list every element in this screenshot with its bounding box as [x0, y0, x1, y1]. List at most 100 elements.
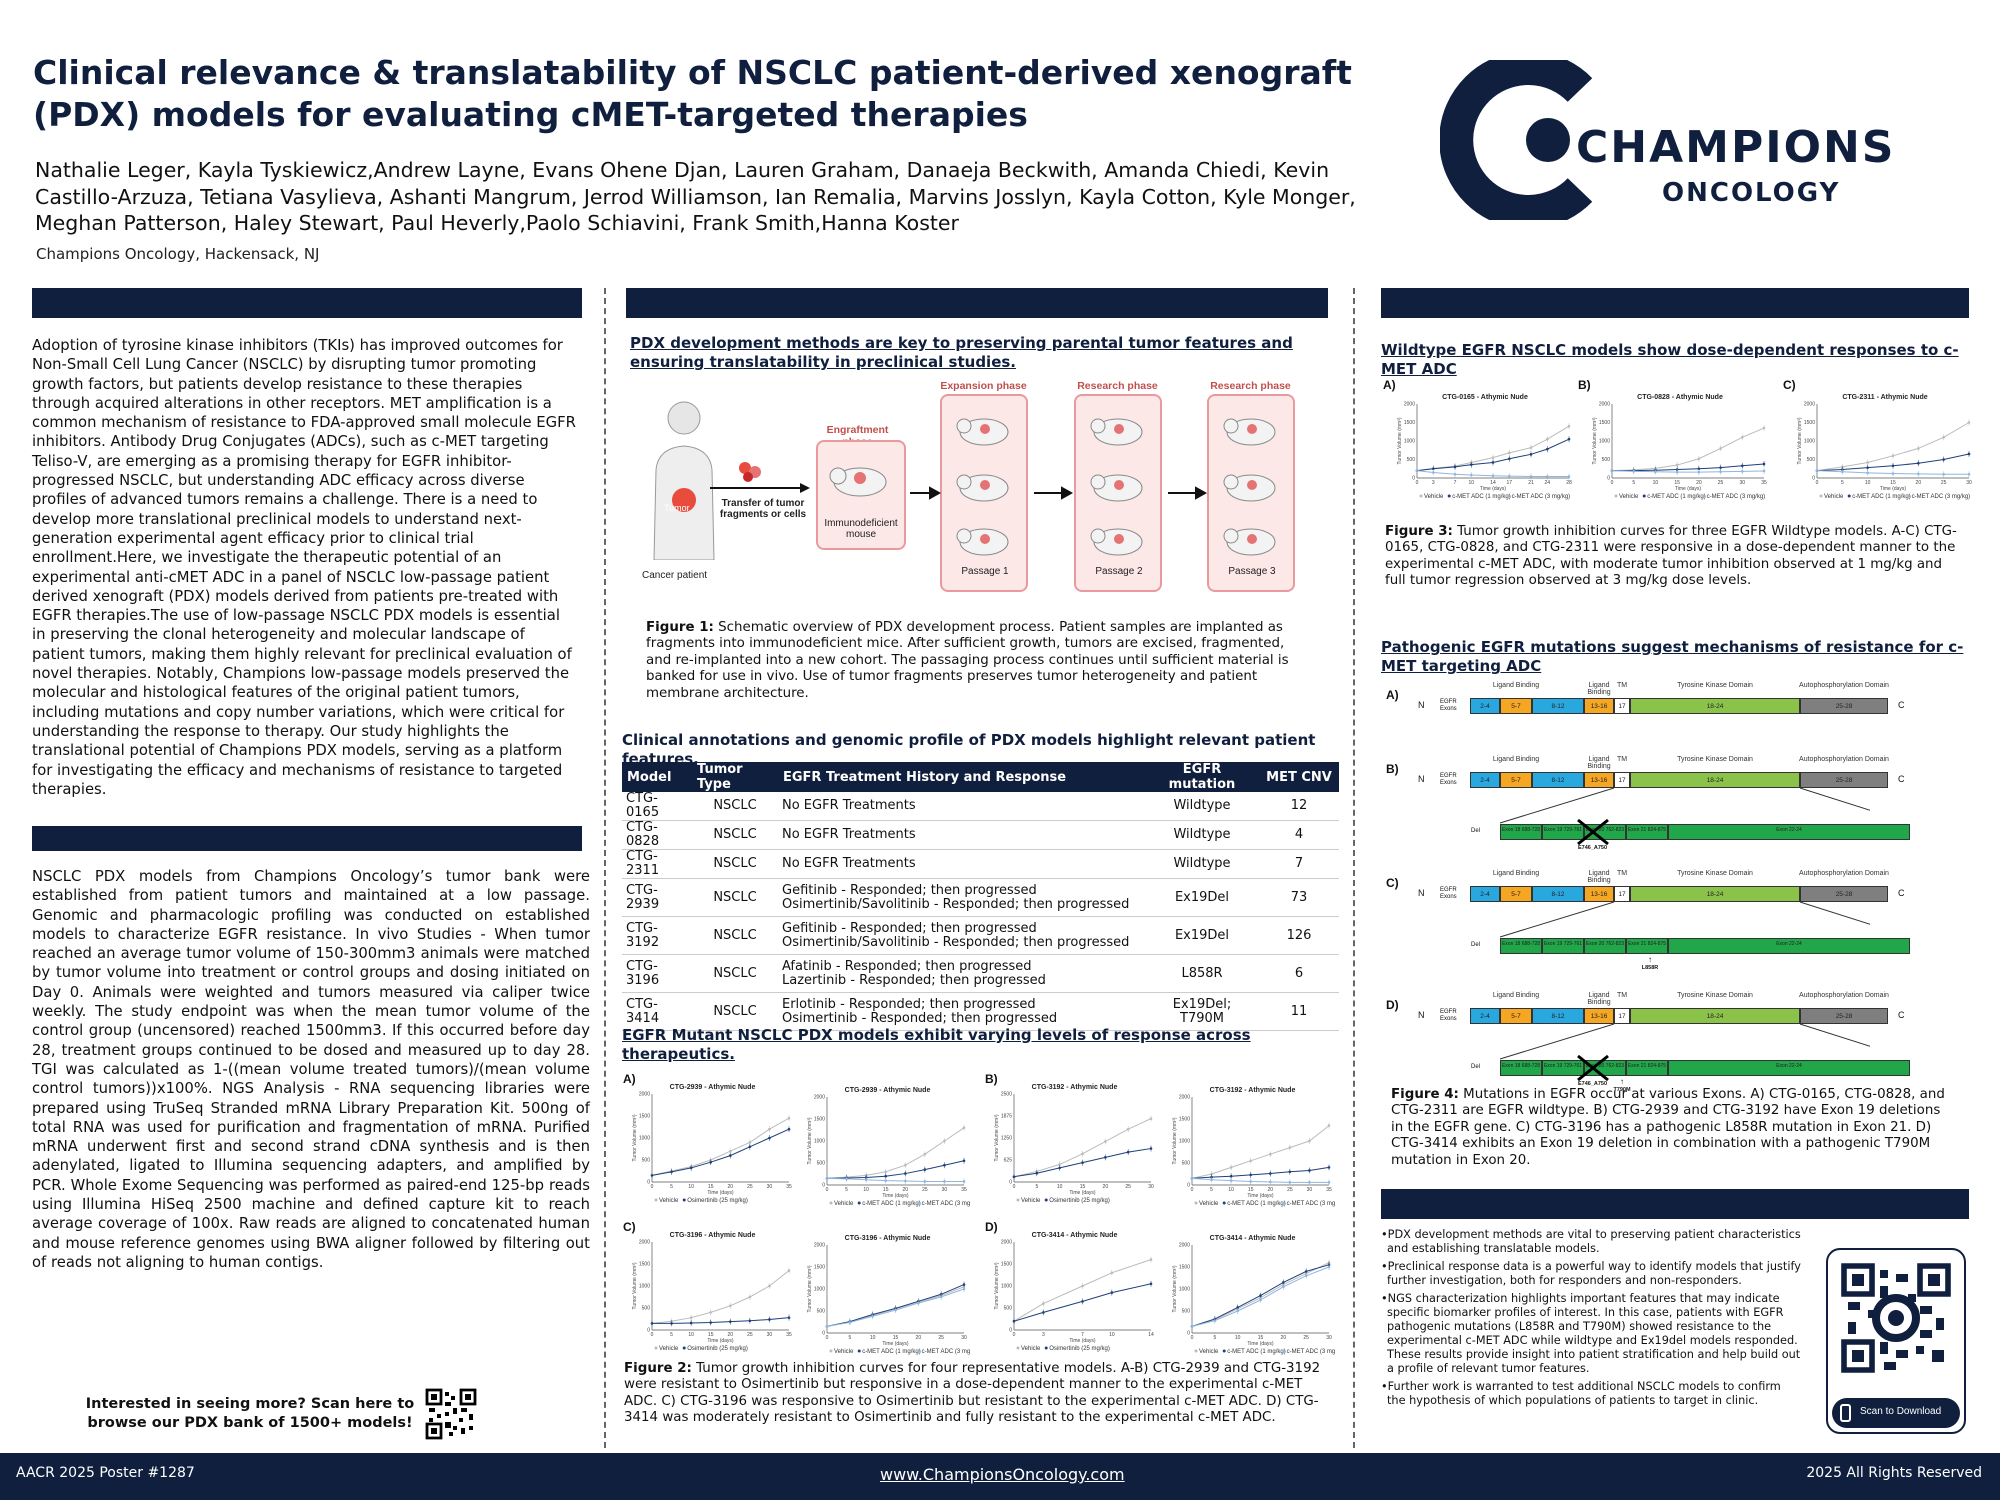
- data-point: [894, 1308, 897, 1312]
- c-terminus-label: C: [1898, 888, 1905, 898]
- scan-download-button[interactable]: Scan to Download: [1832, 1398, 1960, 1428]
- data-point: [871, 1314, 874, 1318]
- cell-model: CTG-2311: [622, 849, 692, 879]
- table-row: CTG-2311 NSCLC No EGFR Treatments Wildtype 7: [622, 849, 1339, 879]
- x-tick-label: 10: [863, 1187, 869, 1193]
- cell-met-cnv: 4: [1259, 820, 1339, 850]
- legend-marker: [1282, 1201, 1286, 1205]
- y-axis-label: Tumor Volume (mm³): [1797, 417, 1803, 464]
- panel-label: B): [1578, 378, 1591, 392]
- x-tick-label: 25: [1287, 1187, 1293, 1193]
- data-point: [1149, 1258, 1153, 1261]
- tumor-growth-chart: CTG-3192 - Athymic Nude 0 625 1250 1875 2500 0…: [992, 1080, 1157, 1204]
- legend-entry: Osimertinib (25 mg/kg): [687, 1346, 748, 1352]
- data-point: [689, 1321, 693, 1325]
- x-axis-label: Time (days): [1480, 486, 1507, 492]
- deletion-label: E746_A750: [1578, 845, 1608, 851]
- zoom-lines: [1499, 788, 1870, 824]
- y-tick-label: 500: [1602, 457, 1611, 463]
- panel-label: D): [1386, 998, 1399, 1012]
- fig3-caption-label: Figure 3:: [1385, 524, 1453, 539]
- series-line: [651, 1270, 790, 1324]
- fig2-caption: Figure 2: Tumor growth inhibition curves…: [624, 1361, 1329, 1427]
- legend-entry: c-MET ADC (3 mg/kg): [922, 1349, 970, 1355]
- y-axis-label: Tumor Volume (mm³): [1592, 417, 1598, 464]
- data-point: [1431, 467, 1435, 471]
- y-axis-label: Tumor Volume (mm³): [632, 1262, 638, 1309]
- data-point: [1149, 1117, 1153, 1120]
- qr-code-small[interactable]: [425, 1388, 477, 1440]
- y-axis-label: Tumor Volume (mm³): [994, 1114, 1000, 1161]
- cell-model: CTG-0828: [622, 820, 692, 850]
- footer-website-link[interactable]: www.ChampionsOncology.com: [880, 1465, 1125, 1484]
- y-tick-label: 1000: [639, 1136, 650, 1142]
- col-model: Model: [622, 762, 692, 792]
- right-header-bar: [1381, 288, 1969, 318]
- legend-entry: c-MET ADC (1 mg/kg): [1227, 1349, 1286, 1355]
- tumor-fragments-icon: [739, 462, 761, 482]
- zoom-exon-segment: Exon 19 729-761: [1542, 938, 1584, 954]
- x-tick-label: 20: [1103, 1184, 1109, 1190]
- x-tick-label: 10: [1653, 480, 1659, 486]
- exon-segment: 18-24: [1630, 886, 1800, 902]
- x-axis-label: Time (days): [707, 1190, 734, 1196]
- y-tick-label: 500: [1182, 1161, 1191, 1167]
- poster-title: Clinical relevance & translatability of …: [33, 53, 1352, 134]
- y-axis-label: Tumor Volume (mm³): [1397, 417, 1403, 464]
- conclusion-item: •PDX development methods are vital to pr…: [1381, 1228, 1801, 1255]
- series-line: [1611, 470, 1765, 473]
- data-point: [962, 1287, 966, 1291]
- x-axis-label: Time (days): [707, 1338, 734, 1344]
- x-tick-label: 3: [1432, 480, 1435, 486]
- cell-mutation: L858R: [1145, 954, 1259, 993]
- data-point: [1042, 1311, 1045, 1314]
- conclusions-list: •PDX development methods are vital to pr…: [1381, 1228, 1801, 1412]
- exon-segment: 18-24: [1630, 1008, 1800, 1024]
- x-tick-label: 10: [688, 1332, 694, 1338]
- logo-subword: ONCOLOGY: [1662, 178, 1841, 208]
- egfr-exons-label: EGFR Exons: [1440, 1009, 1457, 1022]
- table-row: CTG-3192 NSCLC Gefitinib - Responded; then…: [622, 916, 1339, 955]
- x-tick-label: 20: [903, 1187, 909, 1193]
- cell-met-cnv: 6: [1259, 954, 1339, 993]
- data-point: [939, 1295, 943, 1299]
- domain-label: Autophosphorylation Domain: [1799, 756, 1889, 763]
- cell-met-cnv: 7: [1259, 849, 1339, 879]
- methods-text: NSCLC PDX models from Champions Oncology…: [32, 868, 590, 1271]
- fig4-caption-text: Mutations in EGFR occur at various Exons…: [1391, 1087, 1945, 1168]
- data-point: [1081, 1152, 1084, 1156]
- data-point: [1453, 473, 1457, 476]
- cancer-patient-label: Cancer patient: [642, 570, 708, 581]
- data-point: [943, 1139, 946, 1143]
- domain-label: Ligand Binding: [1492, 756, 1540, 763]
- zoom-lines: [1499, 1024, 1870, 1060]
- legend-marker: [1044, 1346, 1048, 1350]
- x-tick-label: 30: [1307, 1187, 1313, 1193]
- data-point: [1697, 467, 1701, 471]
- qr-download-card[interactable]: Scan to Download: [1826, 1248, 1966, 1434]
- cell-mutation: Ex19Del; T790M: [1145, 992, 1259, 1031]
- x-tick-label: 25: [1125, 1184, 1131, 1190]
- exon-segment: 13-16: [1584, 1008, 1614, 1024]
- x-tick-label: 35: [961, 1187, 967, 1193]
- data-point: [845, 1177, 848, 1181]
- y-tick-label: 0: [1412, 476, 1415, 482]
- x-tick-label: 25: [922, 1187, 928, 1193]
- legend-marker: [1194, 1349, 1198, 1353]
- data-point: [1891, 472, 1895, 475]
- table-row: CTG-3196 NSCLC Afatinib - Responded; then …: [622, 954, 1339, 993]
- data-point: [1229, 1166, 1233, 1169]
- y-tick-label: 2000: [1599, 402, 1610, 408]
- data-point: [650, 1174, 654, 1177]
- mouse-icon: [829, 418, 1276, 556]
- conclusions-header-bar: [1381, 1189, 1969, 1219]
- data-point: [670, 1322, 673, 1325]
- x-tick-label: 0: [1816, 480, 1819, 486]
- domain-label: Tyrosine Kinase Domain: [1677, 682, 1753, 689]
- data-point: [1740, 436, 1744, 439]
- tumor-growth-chart: CTG-0828 - Athymic Nude 0 500 1000 1500 2000 0…: [1590, 390, 1770, 500]
- chart-title: CTG-2311 - Athymic Nude: [1842, 394, 1927, 401]
- exon-segment: 13-16: [1584, 772, 1614, 788]
- panel-label: B): [985, 1072, 998, 1086]
- legend-entry: c-MET ADC (1 mg/kg): [862, 1201, 921, 1207]
